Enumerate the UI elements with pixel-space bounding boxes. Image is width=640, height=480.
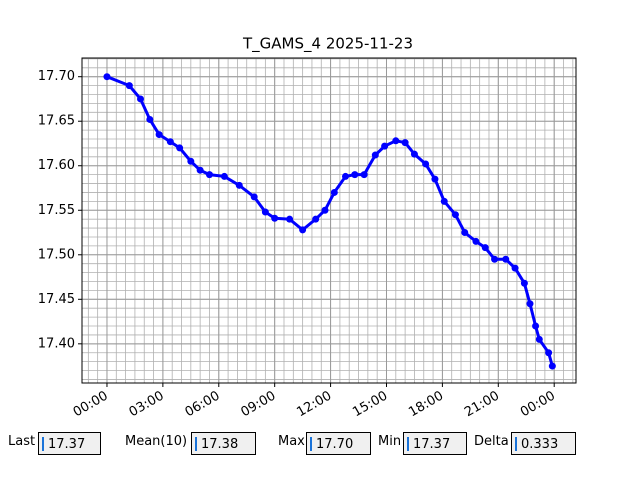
data-point [526, 300, 534, 308]
data-point [299, 226, 307, 234]
data-point [220, 172, 228, 180]
data-point [312, 215, 320, 223]
y-tick-label: 17.50 [38, 247, 75, 262]
stat-field[interactable]: 0.333 [511, 432, 576, 455]
y-tick-label: 17.40 [38, 336, 75, 351]
data-point [341, 172, 349, 180]
x-tick-label: 06:00 [183, 389, 223, 421]
x-tick-label: 18:00 [406, 389, 446, 421]
data-point [187, 157, 195, 165]
y-tick-label: 17.55 [38, 203, 75, 218]
data-point [360, 171, 368, 179]
data-point [137, 95, 145, 103]
x-tick-label: 00:00 [71, 389, 111, 421]
data-point [371, 151, 379, 159]
data-point [532, 322, 540, 330]
data-point [545, 349, 553, 357]
data-point [392, 137, 400, 145]
x-tick-label: 15:00 [350, 389, 390, 421]
stat-label: Delta [474, 434, 509, 449]
plot-frame [81, 57, 577, 384]
data-point [103, 73, 111, 81]
stat-field[interactable]: 17.70 [306, 432, 371, 455]
data-point [125, 82, 133, 90]
stat-field[interactable]: 17.38 [191, 432, 256, 455]
data-point [451, 211, 459, 219]
data-point [205, 171, 213, 179]
stat-label: Mean(10) [125, 434, 188, 449]
data-point [472, 237, 480, 245]
data-point [535, 335, 543, 343]
y-tick-label: 17.45 [38, 292, 75, 307]
stat-label: Min [378, 434, 402, 449]
data-point [330, 188, 338, 196]
data-point [401, 139, 409, 147]
data-point [235, 181, 243, 189]
chart: T_GAMS_4 2025-11-23 17.40 17.45 17.50 17.55… [38, 35, 577, 421]
data-point [502, 255, 510, 263]
stat-label: Max [278, 434, 305, 449]
data-point [321, 206, 329, 214]
stat-field[interactable]: 17.37 [403, 432, 467, 455]
data-point [286, 215, 294, 223]
data-point [481, 244, 489, 252]
series-line [106, 75, 554, 367]
data-point [440, 197, 448, 205]
data-point [261, 208, 269, 216]
y-tick-label: 17.65 [38, 114, 75, 129]
stat-field[interactable]: 17.37 [38, 432, 101, 455]
chart-title: T_GAMS_4 2025-11-23 [242, 35, 413, 54]
data-point [166, 138, 174, 146]
data-point [548, 362, 556, 370]
data-point [511, 264, 519, 272]
data-point [431, 175, 439, 183]
data-point [410, 150, 418, 158]
x-tick-label: 09:00 [238, 389, 278, 421]
data-point [176, 144, 184, 152]
data-point [155, 131, 163, 139]
x-tick-label: 21:00 [462, 389, 502, 421]
stat-label: Last [8, 434, 36, 449]
x-tick-label: 03:00 [127, 389, 167, 421]
data-point [271, 214, 279, 222]
data-point [381, 142, 389, 150]
data-point [491, 255, 499, 263]
data-point [351, 171, 359, 179]
data-point [422, 160, 430, 168]
y-tick-label: 17.70 [38, 69, 75, 84]
data-point [520, 279, 528, 287]
x-tick-label: 12:00 [294, 389, 334, 421]
data-point [146, 115, 154, 123]
y-tick-label: 17.60 [38, 158, 75, 173]
x-tick-label: 00:00 [518, 389, 558, 421]
data-point [461, 229, 469, 237]
data-point [196, 166, 204, 174]
data-point [250, 193, 258, 201]
